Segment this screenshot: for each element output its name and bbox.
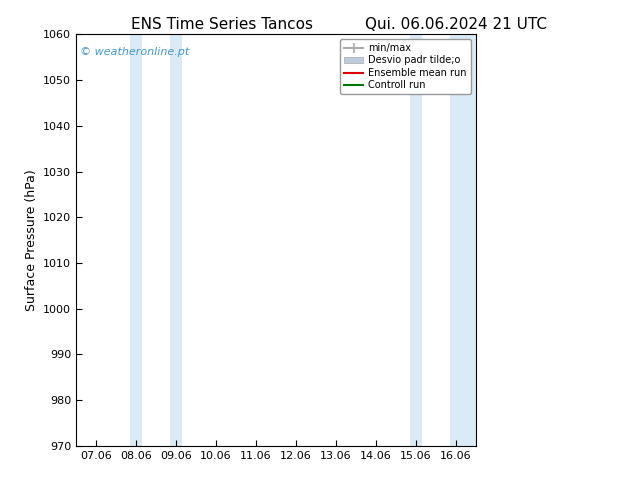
Bar [450,34,462,446]
Text: ENS Time Series Tancos: ENS Time Series Tancos [131,17,313,32]
Y-axis label: Surface Pressure (hPa): Surface Pressure (hPa) [25,169,37,311]
Bar [170,34,182,446]
Bar [130,34,142,446]
Text: © weatheronline.pt: © weatheronline.pt [80,47,190,57]
Bar [460,34,476,446]
Text: Qui. 06.06.2024 21 UTC: Qui. 06.06.2024 21 UTC [365,17,548,32]
Legend: min/max, Desvio padr tilde;o, Ensemble mean run, Controll run: min/max, Desvio padr tilde;o, Ensemble m… [340,39,470,94]
Bar [410,34,422,446]
